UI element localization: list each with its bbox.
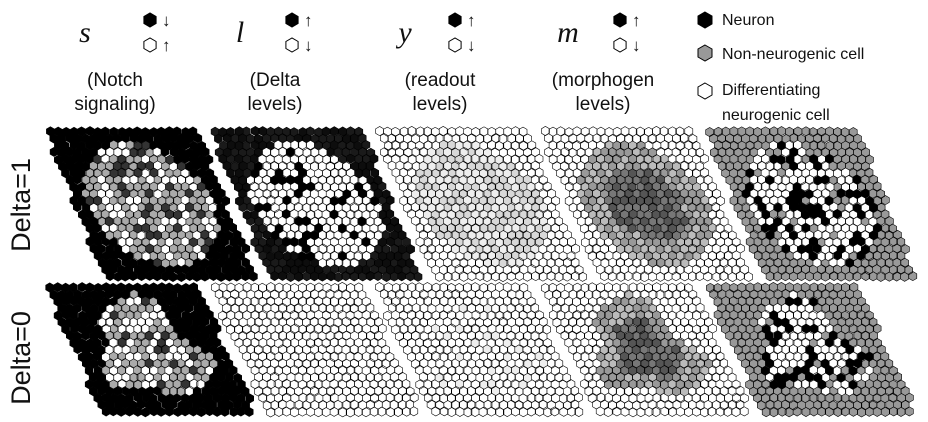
- variable: l: [236, 16, 244, 49]
- arrow: ↓: [632, 36, 641, 55]
- variable: s: [79, 16, 91, 49]
- icon-neuron: [286, 13, 298, 27]
- arrow: ↑: [632, 11, 641, 30]
- icon-differentiating: [614, 38, 626, 52]
- icon-neuron: [144, 13, 156, 27]
- legend-label: Non-neurogenic cell: [722, 46, 864, 63]
- arrow: ↓: [304, 36, 313, 55]
- column-label: levels): [413, 94, 468, 115]
- variable: y: [395, 16, 412, 49]
- arrow: ↓: [467, 36, 476, 55]
- row-label: Delta=0: [6, 311, 36, 405]
- column-label: (Notch: [87, 70, 143, 91]
- legend-icon-neuron: [698, 12, 712, 28]
- variable: m: [557, 16, 579, 49]
- icon-differentiating: [144, 38, 156, 52]
- arrow: ↑: [304, 11, 313, 30]
- column-label: signaling): [74, 94, 155, 115]
- panels: [46, 126, 917, 417]
- icon-differentiating: [449, 38, 461, 52]
- figure: s↓↑(Notchsignaling)l↑↓(Deltalevels)y↑↓(r…: [0, 0, 928, 422]
- icon-neuron: [614, 13, 626, 27]
- column-label: (morphogen: [552, 70, 654, 91]
- row-label: Delta=1: [6, 158, 36, 252]
- legend-icon-differentiating: [698, 83, 712, 99]
- arrow: ↓: [162, 11, 171, 30]
- column-label: levels): [248, 94, 303, 115]
- legend-icon-non-neurogenic: [698, 45, 712, 61]
- column-headers: s↓↑(Notchsignaling)l↑↓(Deltalevels)y↑↓(r…: [74, 11, 654, 115]
- legend-label: Differentiating: [722, 82, 820, 99]
- icon-differentiating: [286, 38, 298, 52]
- arrow: ↑: [467, 11, 476, 30]
- column-label: (readout: [405, 70, 476, 91]
- legend-label: Neuron: [722, 12, 774, 29]
- column-label: (Delta: [250, 70, 301, 91]
- legend: Neuron Non-neurogenic cell Differentiati…: [698, 12, 864, 124]
- arrow: ↑: [162, 36, 171, 55]
- column-label: levels): [576, 94, 631, 115]
- icon-neuron: [449, 13, 461, 27]
- legend-label: neurogenic cell: [722, 107, 830, 124]
